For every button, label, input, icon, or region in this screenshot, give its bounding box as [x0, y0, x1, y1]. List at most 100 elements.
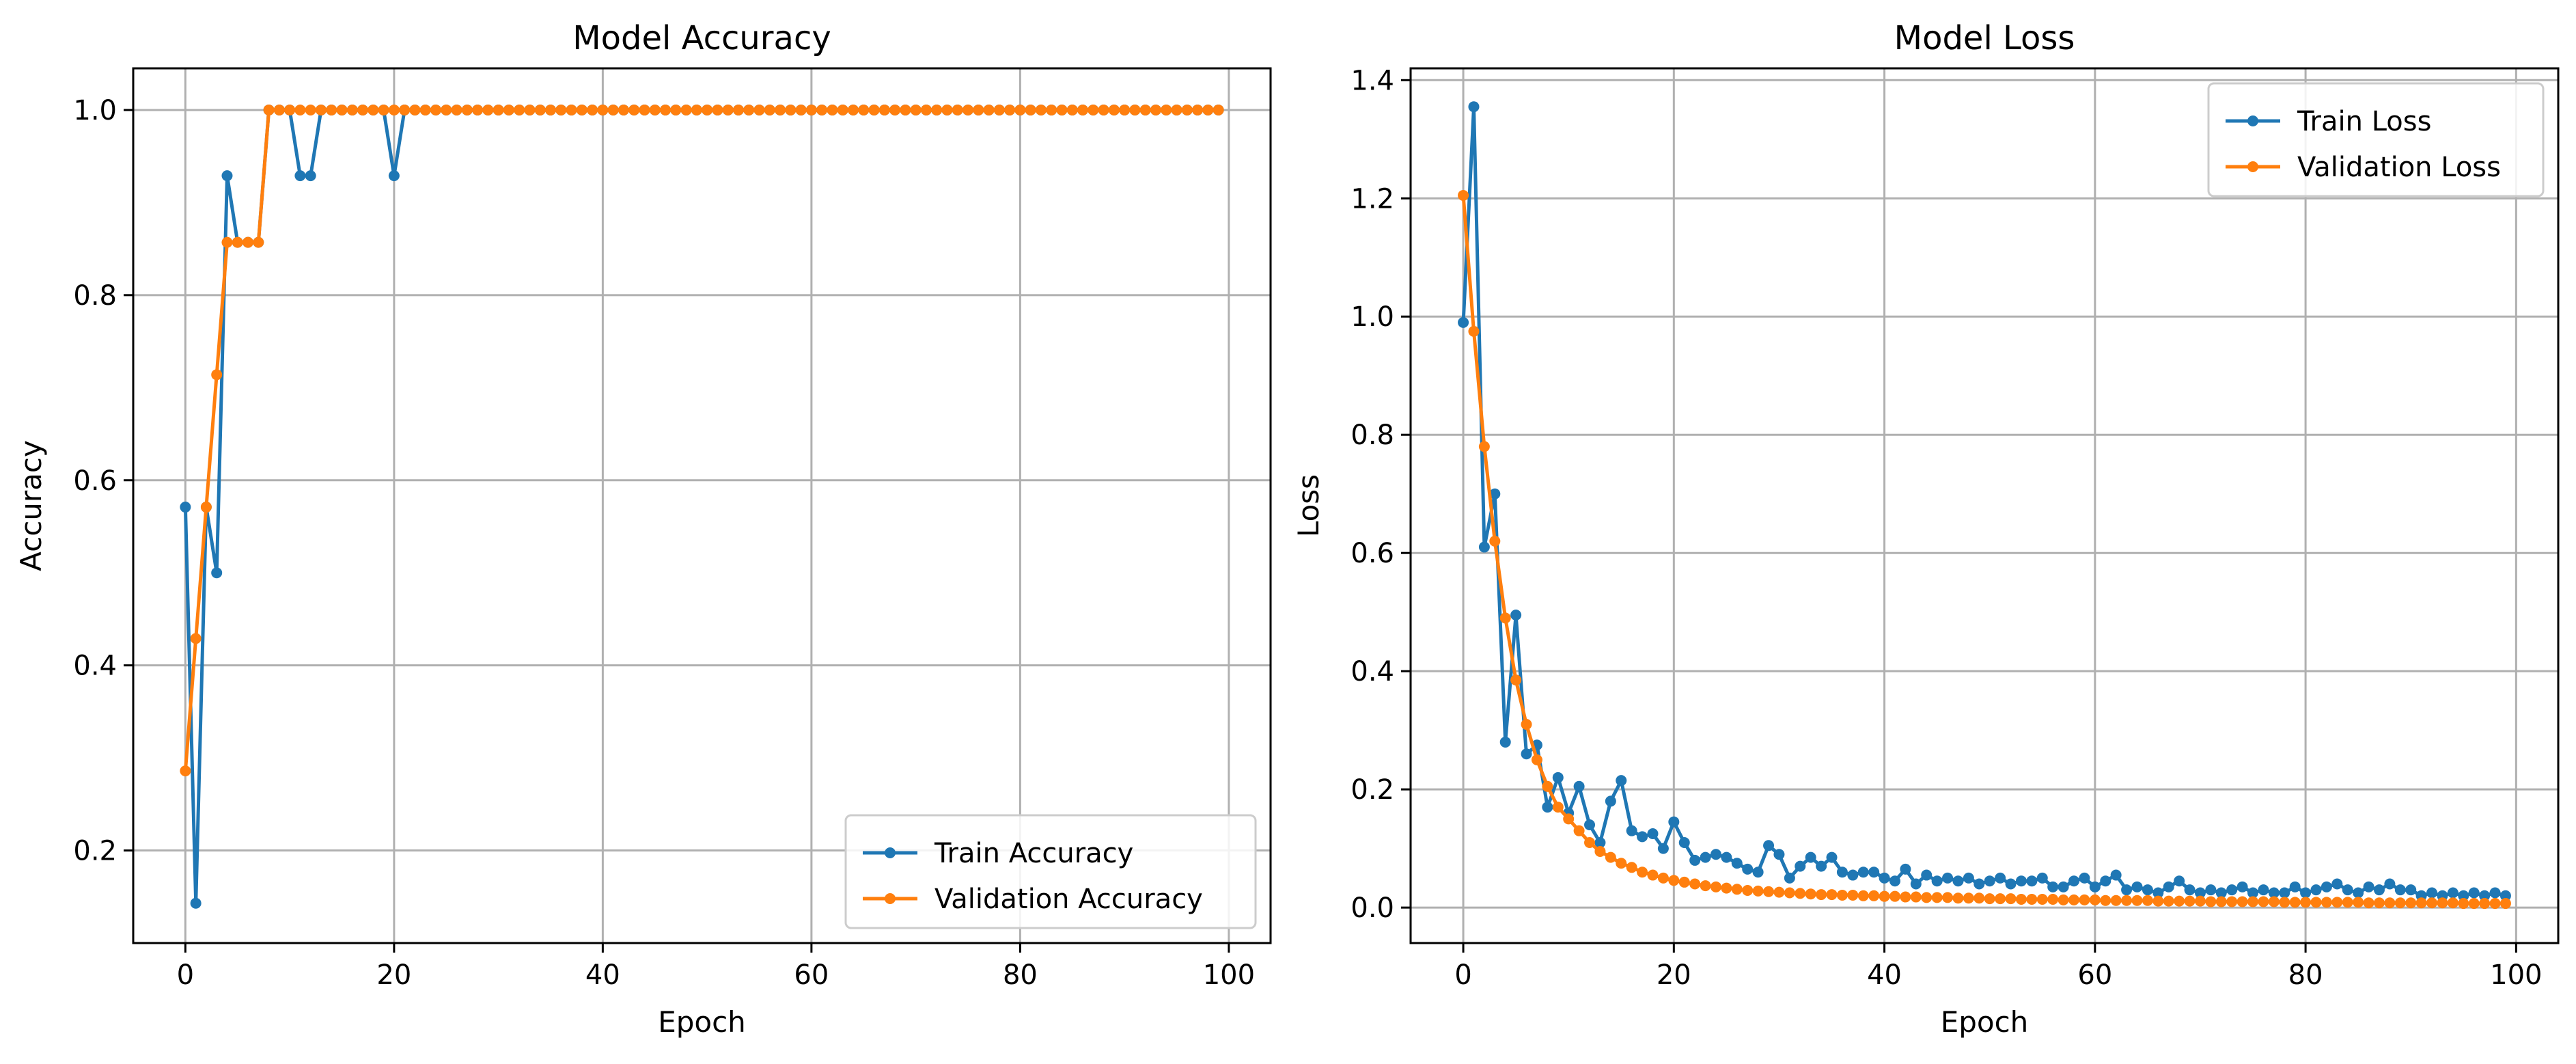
data-point: [576, 104, 587, 115]
legend-marker-0: [885, 847, 896, 858]
data-point: [2489, 887, 2501, 899]
data-point: [847, 104, 859, 115]
data-point: [1510, 610, 1522, 620]
legend-box: [2207, 82, 2545, 197]
data-point: [1721, 851, 1732, 863]
chart-panel-accuracy: 0 20 40 60 80 100 0.2 0.4 0.6 0.8 1.0 Model Accurac…: [14, 19, 1272, 1039]
data-point: [1056, 104, 1068, 115]
data-point: [1963, 872, 1974, 884]
data-point: [1584, 819, 1596, 831]
data-point: [1192, 104, 1204, 115]
data-point: [983, 104, 995, 115]
data-point: [1710, 881, 1721, 892]
data-point: [2479, 890, 2491, 901]
data-point: [1035, 104, 1047, 115]
data-point: [858, 104, 870, 115]
data-point: [2363, 881, 2374, 892]
data-point: [816, 104, 828, 115]
data-point: [1710, 849, 1721, 860]
data-point: [482, 104, 494, 115]
data-point: [378, 104, 389, 115]
data-point: [200, 502, 212, 513]
data-point: [2321, 897, 2332, 908]
data-point: [2015, 875, 2027, 887]
data-point: [2121, 895, 2133, 906]
y-tick-label: 0.2: [73, 836, 117, 867]
data-point: [566, 104, 577, 115]
data-point: [2458, 890, 2469, 901]
data-point: [1678, 876, 1690, 888]
data-point: [2005, 878, 2017, 890]
data-point: [827, 104, 838, 115]
chart-title: Model Loss: [1894, 19, 2075, 57]
data-point: [1647, 828, 1659, 839]
data-point: [2426, 887, 2438, 899]
data-point: [1921, 869, 1933, 881]
data-point: [305, 104, 316, 115]
data-point: [2394, 884, 2406, 896]
data-point: [1605, 795, 1616, 807]
data-point: [399, 104, 411, 115]
data-point: [2100, 875, 2111, 887]
data-point: [2300, 887, 2312, 899]
data-point: [461, 104, 473, 115]
data-point: [1213, 104, 1224, 115]
data-point: [1046, 104, 1057, 115]
data-point: [1119, 104, 1131, 115]
data-point: [2384, 897, 2396, 909]
data-point: [2089, 894, 2101, 905]
data-point: [1879, 872, 1890, 884]
data-point: [221, 236, 233, 248]
x-tick-label: 80: [2288, 959, 2323, 991]
data-point: [1847, 889, 1859, 901]
data-point: [962, 104, 974, 115]
data-point: [1910, 878, 1922, 890]
data-point: [868, 104, 880, 115]
data-point: [2447, 897, 2459, 909]
data-point: [1542, 802, 1553, 813]
y-tick-label: 1.0: [73, 95, 117, 126]
data-point: [2373, 884, 2385, 896]
data-point: [2468, 887, 2480, 899]
data-point: [1478, 541, 1490, 553]
x-tick-label: 20: [1657, 959, 1691, 991]
data-point: [2215, 887, 2227, 899]
data-point: [920, 104, 932, 115]
data-point: [1995, 893, 2006, 905]
data-point: [1637, 867, 1648, 878]
data-point: [409, 104, 421, 115]
data-point: [1700, 851, 1711, 863]
data-point: [1795, 860, 1806, 872]
data-point: [1731, 884, 1743, 895]
data-point: [2499, 898, 2511, 910]
x-axis-label: Epoch: [1941, 1005, 2029, 1039]
data-point: [1499, 736, 1511, 748]
data-point: [2458, 898, 2469, 910]
data-point: [1552, 802, 1564, 813]
data-point: [1889, 875, 1900, 887]
x-tick-label: 0: [177, 959, 194, 991]
y-tick-label: 0.8: [73, 280, 117, 312]
data-point: [2058, 894, 2069, 905]
data-point: [2110, 895, 2122, 906]
data-point: [190, 897, 202, 909]
data-point: [2279, 887, 2290, 899]
data-point: [1626, 825, 1637, 836]
legend-label-0: Train Loss: [2297, 106, 2431, 137]
data-point: [2247, 896, 2259, 908]
data-point: [1752, 885, 1764, 897]
data-point: [2079, 894, 2090, 905]
data-point: [1014, 104, 1026, 115]
data-point: [1963, 892, 1974, 904]
data-point: [1700, 880, 1711, 892]
data-point: [2163, 881, 2174, 892]
data-point: [2047, 881, 2059, 892]
data-point: [993, 104, 1005, 115]
legend: Train Loss Validation Loss: [2207, 82, 2545, 197]
data-point: [680, 104, 692, 115]
data-point: [2384, 878, 2396, 890]
data-point: [649, 104, 661, 115]
data-point: [503, 104, 514, 115]
data-point: [315, 104, 327, 115]
